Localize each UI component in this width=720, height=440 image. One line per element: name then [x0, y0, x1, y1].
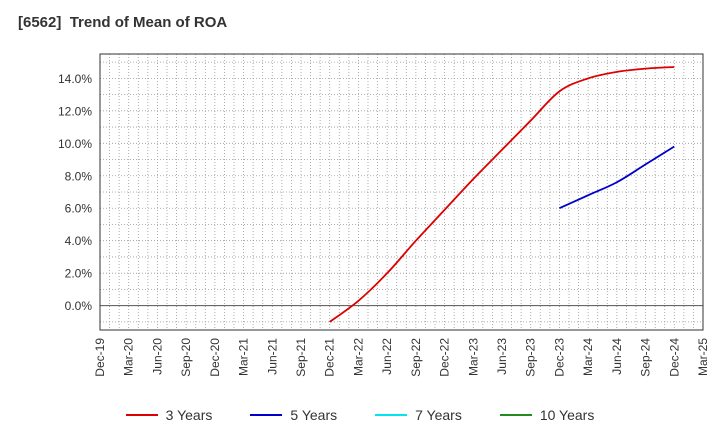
x-tick-label: Mar-20 — [122, 338, 136, 376]
legend-item: 5 Years — [250, 404, 337, 426]
legend-swatch — [375, 414, 408, 416]
x-tick-label: Sep-20 — [179, 338, 193, 377]
plot-area-frame — [99, 53, 704, 331]
y-tick-label: 0.0% — [65, 299, 93, 313]
legend-swatch — [250, 414, 283, 416]
legend-item: 10 Years — [499, 404, 595, 426]
legend-label: 7 Years — [415, 407, 462, 423]
legend-label: 10 Years — [539, 407, 595, 423]
x-tick-label: Dec-23 — [552, 338, 566, 377]
series-line-5-years — [559, 145, 675, 210]
y-tick-label: 2.0% — [65, 267, 93, 281]
x-tick-label: Mar-22 — [351, 338, 365, 376]
y-tick-label: 14.0% — [58, 72, 92, 86]
x-tick-label: Mar-21 — [237, 338, 251, 376]
x-tick-label: Mar-24 — [581, 338, 595, 376]
x-tick-label: Dec-24 — [667, 338, 681, 377]
legend-swatch — [125, 414, 158, 416]
legend-swatch — [499, 414, 532, 416]
line-chart: 0.0% 2.0% 4.0% 6.0% 8.0% 10.0% 12.0% 14.0% Dec-… — [58, 53, 710, 377]
x-tick-label: Mar-25 — [696, 338, 710, 376]
x-tick-labels: Dec-19 Mar-20 Jun-20 Sep-20 Dec-20 Mar-21 Jun-… — [93, 338, 710, 377]
x-tick-label: Jun-24 — [610, 338, 624, 375]
legend: 3 Years 5 Years 7 Years 10 Years — [0, 404, 720, 426]
x-tick-label: Sep-22 — [409, 338, 423, 377]
y-tick-label: 4.0% — [65, 234, 93, 248]
x-tick-label: Dec-20 — [208, 338, 222, 377]
x-tick-label: Mar-23 — [466, 338, 480, 376]
x-tick-label: Dec-21 — [323, 338, 337, 377]
chart-title: [6562] Trend of Mean of ROA — [18, 14, 228, 31]
x-tick-label: Jun-22 — [380, 338, 394, 375]
x-tick-label: Sep-21 — [294, 338, 308, 377]
y-tick-label: 10.0% — [58, 137, 92, 151]
series-line-3-years — [329, 66, 675, 323]
x-tick-label: Jun-21 — [265, 338, 279, 375]
legend-item: 7 Years — [375, 404, 462, 426]
legend-label: 5 Years — [290, 407, 338, 423]
y-tick-label: 6.0% — [65, 202, 93, 216]
y-tick-labels: 0.0% 2.0% 4.0% 6.0% 8.0% 10.0% 12.0% 14.0% — [58, 72, 92, 313]
x-tick-label: Sep-23 — [524, 338, 538, 377]
legend-label: 3 Years — [165, 407, 213, 423]
x-tick-label: Dec-19 — [93, 338, 107, 377]
y-tick-label: 12.0% — [58, 104, 92, 118]
legend-item: 3 Years — [125, 404, 213, 426]
grid-lines — [100, 54, 703, 330]
x-tick-label: Sep-24 — [639, 338, 653, 377]
y-tick-label: 8.0% — [65, 169, 93, 183]
series-lines — [329, 66, 675, 323]
x-tick-label: Dec-22 — [438, 338, 452, 377]
x-tick-label: Jun-23 — [495, 338, 509, 375]
x-tick-label: Jun-20 — [150, 338, 164, 375]
